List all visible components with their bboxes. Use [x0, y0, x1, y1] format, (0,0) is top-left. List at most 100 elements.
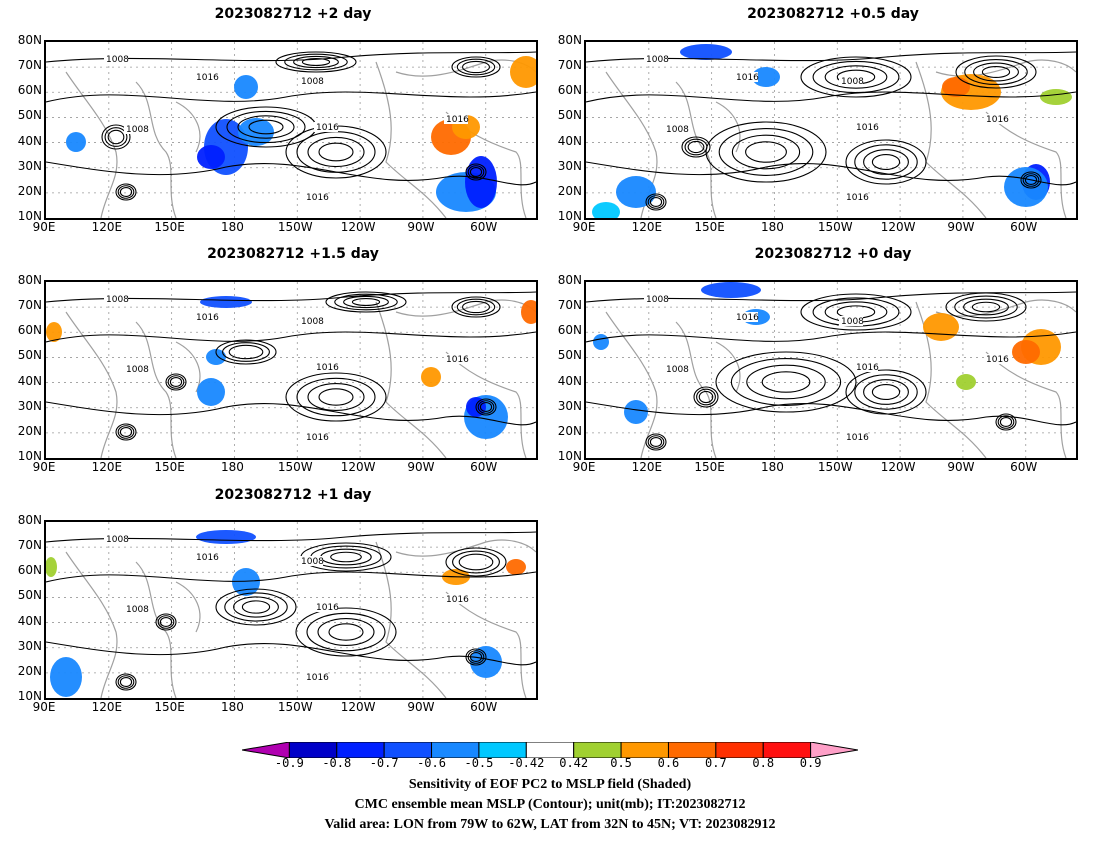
contour-label: 1008 — [301, 557, 324, 567]
contour-label-bg — [664, 364, 688, 374]
colorbar-label: -0.9 — [274, 756, 304, 770]
contour-line — [115, 183, 137, 201]
lon-tick-label: 180 — [221, 460, 244, 474]
contour-line — [586, 161, 1076, 186]
lon-tick-label: 90W — [407, 220, 435, 234]
contour-line — [649, 196, 663, 208]
contour-line — [46, 401, 536, 426]
lat-tick-label: 10N — [557, 449, 582, 463]
lat-tick-label: 60N — [17, 83, 42, 98]
contour-label-bg — [104, 534, 128, 544]
contour-line — [46, 331, 536, 343]
lat-tick-label: 40N — [17, 133, 42, 148]
contour-label-bg — [314, 362, 338, 372]
lon-tick-label: 150E — [154, 700, 185, 714]
mslp-contours — [586, 291, 1076, 451]
colorbar-label: -0.42 — [508, 756, 545, 770]
contour-label-bg — [844, 432, 868, 442]
contour-label: 1016 — [736, 313, 759, 323]
lat-tick-label: 30N — [557, 158, 582, 173]
contour-line — [275, 51, 357, 73]
contour-line — [964, 58, 1028, 86]
contour-label: 1016 — [736, 73, 759, 83]
contour-line — [115, 423, 137, 441]
lat-tick-label: 60N — [17, 323, 42, 338]
lon-tick-label: 60W — [1010, 220, 1038, 234]
colorbar-swatch — [810, 741, 859, 759]
contour-line — [645, 193, 667, 211]
contour-line — [107, 129, 125, 145]
contour-line — [293, 55, 339, 69]
contour-label-bg — [734, 312, 758, 322]
shading-patch — [521, 300, 536, 324]
contour-line — [955, 55, 1037, 89]
contour-line — [452, 550, 500, 574]
lat-tick-label: 10N — [17, 449, 42, 463]
coastline-segment — [715, 101, 741, 153]
contour-label: 1016 — [986, 115, 1009, 125]
contour-line — [684, 138, 708, 156]
contour-line — [586, 51, 1076, 63]
contour-line — [117, 185, 135, 199]
lon-tick-label: 120W — [340, 220, 376, 234]
contour-label: 1016 — [316, 363, 339, 373]
contour-label: 1008 — [301, 317, 324, 327]
contour-line — [343, 295, 389, 309]
coastline-segment — [175, 341, 201, 393]
coastline-segment — [375, 61, 447, 218]
contour-line — [233, 596, 279, 618]
lat-tick-label: 10N — [17, 689, 42, 703]
contour-label: 1008 — [841, 317, 864, 327]
contour-label-bg — [644, 54, 668, 64]
contour-line — [854, 374, 918, 410]
sensitivity-shading — [46, 530, 526, 697]
contour-label-bg — [314, 602, 338, 612]
contour-label: 1016 — [316, 123, 339, 133]
colorbar-label: 0.9 — [799, 756, 822, 770]
contour-label: 1016 — [846, 193, 869, 203]
lon-tick-label: 90E — [32, 220, 56, 234]
contour-line — [456, 298, 496, 316]
map-gridlines — [586, 42, 1076, 218]
map-gridlines — [586, 282, 1076, 458]
contour-label-bg — [299, 556, 323, 566]
contour-label: 1016 — [306, 433, 329, 443]
lon-tick-label: 90E — [32, 700, 56, 714]
shading-patch — [470, 646, 502, 678]
sensitivity-shading — [66, 56, 536, 212]
lon-tick-label: 150E — [694, 220, 725, 234]
mslp-contours — [46, 531, 536, 691]
contour-line — [165, 373, 187, 391]
mslp-contours — [46, 51, 536, 201]
map-panel-plus1-5: 1008 1016 1008 1016 1016 1008 1016 — [44, 280, 538, 460]
contour-line — [745, 141, 787, 163]
contour-label: 1016 — [196, 553, 219, 563]
contour-line — [475, 398, 497, 416]
sensitivity-shading — [46, 296, 536, 439]
contour-line — [465, 648, 487, 666]
contour-label: 1008 — [301, 77, 324, 87]
contour-line — [981, 66, 1011, 78]
lat-tick-label: 40N — [17, 373, 42, 388]
lat-tick-label: 40N — [557, 133, 582, 148]
lat-tick-label: 50N — [557, 348, 582, 363]
panel-title-plus0: 2023082712 +0 day — [754, 246, 912, 262]
panel-title-plus1-5: 2023082712 +1.5 day — [207, 246, 379, 262]
contour-line — [117, 425, 135, 439]
lon-tick-label: 90E — [572, 220, 596, 234]
contour-label-bg — [839, 76, 863, 86]
contour-label-bg — [984, 114, 1008, 124]
lon-tick-label: 60W — [470, 700, 498, 714]
contour-line — [295, 607, 397, 657]
contour-line — [285, 125, 387, 179]
contour-line — [681, 136, 711, 158]
coastline-segment — [375, 301, 447, 458]
shading-patch — [624, 400, 648, 424]
contour-label-bg — [304, 432, 328, 442]
contour-line — [800, 293, 912, 331]
contour-line — [746, 364, 826, 400]
contour-line — [715, 351, 857, 413]
coastline-segment — [395, 299, 536, 317]
contour-label: 1008 — [666, 125, 689, 135]
contour-line — [687, 140, 705, 154]
